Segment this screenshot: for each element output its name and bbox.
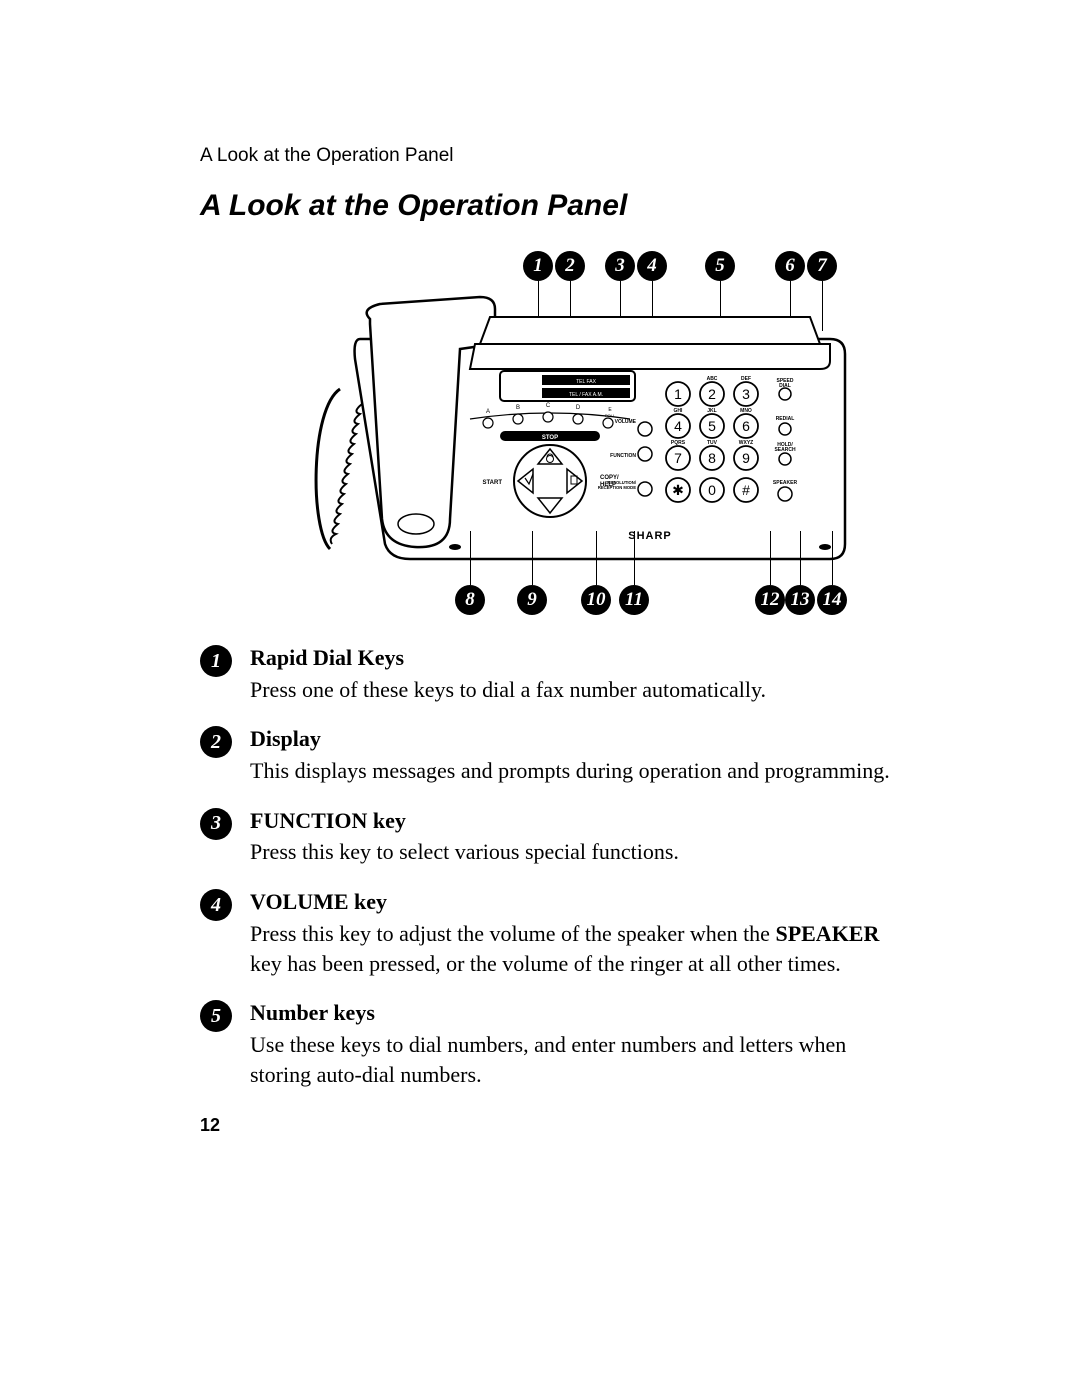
- running-header: A Look at the Operation Panel: [200, 145, 960, 167]
- description-title: Number keys: [250, 998, 910, 1028]
- description-badge: 1: [200, 645, 232, 677]
- description-item: 4 VOLUME key Press this key to adjust the …: [200, 887, 960, 978]
- svg-text:3: 3: [742, 386, 750, 402]
- description-item: 2 Display This displays messages and promp…: [200, 724, 960, 785]
- svg-text:✱: ✱: [672, 482, 684, 498]
- svg-text:6: 6: [742, 418, 750, 434]
- description-body: Display This displays messages and prompt…: [250, 724, 890, 785]
- svg-text:PQRS: PQRS: [671, 440, 686, 446]
- description-text: This displays messages and prompts durin…: [250, 758, 890, 783]
- svg-text:POLL: POLL: [605, 413, 616, 418]
- callout-badge: 10: [581, 585, 611, 615]
- svg-text:DEF: DEF: [741, 376, 751, 382]
- callout-badge: 12: [755, 585, 785, 615]
- svg-text:JKL: JKL: [707, 408, 716, 414]
- svg-text:7: 7: [674, 450, 682, 466]
- svg-text:REDIAL: REDIAL: [776, 416, 795, 422]
- description-item: 1 Rapid Dial Keys Press one of these keys …: [200, 643, 960, 704]
- svg-text:A: A: [486, 409, 490, 415]
- callout-badge: 6: [775, 251, 805, 281]
- svg-text:4: 4: [674, 418, 682, 434]
- svg-text:TUV: TUV: [707, 440, 718, 446]
- svg-text:STOP: STOP: [542, 435, 558, 441]
- svg-text:#: #: [742, 482, 750, 498]
- description-text: Press this key to adjust the volume of t…: [250, 921, 879, 976]
- svg-text:TEL FAX: TEL FAX: [576, 379, 596, 385]
- svg-text:RECEPTION MODE: RECEPTION MODE: [598, 485, 636, 490]
- section-title: A Look at the Operation Panel: [200, 189, 960, 223]
- svg-text:0: 0: [708, 482, 716, 498]
- description-body: Number keys Use these keys to dial number…: [250, 998, 910, 1089]
- svg-text:C: C: [546, 403, 551, 409]
- callout-badge: 14: [817, 585, 847, 615]
- description-badge: 4: [200, 889, 232, 921]
- description-list: 1 Rapid Dial Keys Press one of these keys …: [200, 643, 960, 1089]
- svg-text:8: 8: [708, 450, 716, 466]
- callout-badge: 1: [523, 251, 553, 281]
- description-item: 3 FUNCTION key Press this key to select va…: [200, 806, 960, 867]
- svg-text:9: 9: [742, 450, 750, 466]
- svg-text:SEARCH: SEARCH: [774, 447, 796, 453]
- description-text: Press one of these keys to dial a fax nu…: [250, 677, 766, 702]
- description-body: FUNCTION key Press this key to select var…: [250, 806, 679, 867]
- description-body: VOLUME key Press this key to adjust the v…: [250, 887, 910, 978]
- description-text: Press this key to select various special…: [250, 839, 679, 864]
- callout-badge: 13: [785, 585, 815, 615]
- svg-text:ABC: ABC: [707, 376, 718, 382]
- description-badge: 2: [200, 726, 232, 758]
- callout-badge: 8: [455, 585, 485, 615]
- figure: 1234567 TEL FAX TEL / FAX A.: [200, 251, 960, 615]
- description-title: VOLUME key: [250, 887, 910, 917]
- description-text: Use these keys to dial numbers, and ente…: [250, 1032, 846, 1087]
- svg-text:WXYZ: WXYZ: [739, 440, 753, 446]
- page-number: 12: [200, 1115, 960, 1136]
- description-item: 5 Number keys Use these keys to dial numbe…: [200, 998, 960, 1089]
- description-title: Rapid Dial Keys: [250, 643, 766, 673]
- svg-text:SPEAKER: SPEAKER: [773, 480, 798, 486]
- callout-badge: 2: [555, 251, 585, 281]
- callout-badge: 5: [705, 251, 735, 281]
- description-title: FUNCTION key: [250, 806, 679, 836]
- callout-badge: 4: [637, 251, 667, 281]
- description-badge: 5: [200, 1000, 232, 1032]
- svg-text:VOLUME: VOLUME: [615, 419, 637, 425]
- svg-text:MNO: MNO: [740, 408, 752, 414]
- device-illustration: TEL FAX TEL / FAX A.M. A B C D E POLL ST…: [300, 289, 860, 577]
- callout-badge: 11: [619, 585, 649, 615]
- svg-text:D: D: [576, 405, 581, 411]
- callout-badge: 3: [605, 251, 635, 281]
- callout-badge: 7: [807, 251, 837, 281]
- svg-text:1: 1: [674, 386, 682, 402]
- callout-badge: 9: [517, 585, 547, 615]
- svg-text:TEL / FAX A.M.: TEL / FAX A.M.: [569, 392, 603, 398]
- svg-text:START: START: [482, 480, 502, 486]
- description-badge: 3: [200, 808, 232, 840]
- svg-text:GHI: GHI: [674, 408, 684, 414]
- svg-text:B: B: [516, 405, 520, 411]
- svg-text:DIAL: DIAL: [779, 383, 791, 389]
- svg-text:2: 2: [708, 386, 716, 402]
- description-body: Rapid Dial Keys Press one of these keys t…: [250, 643, 766, 704]
- svg-text:FUNCTION: FUNCTION: [610, 453, 636, 459]
- description-title: Display: [250, 724, 890, 754]
- svg-text:5: 5: [708, 418, 716, 434]
